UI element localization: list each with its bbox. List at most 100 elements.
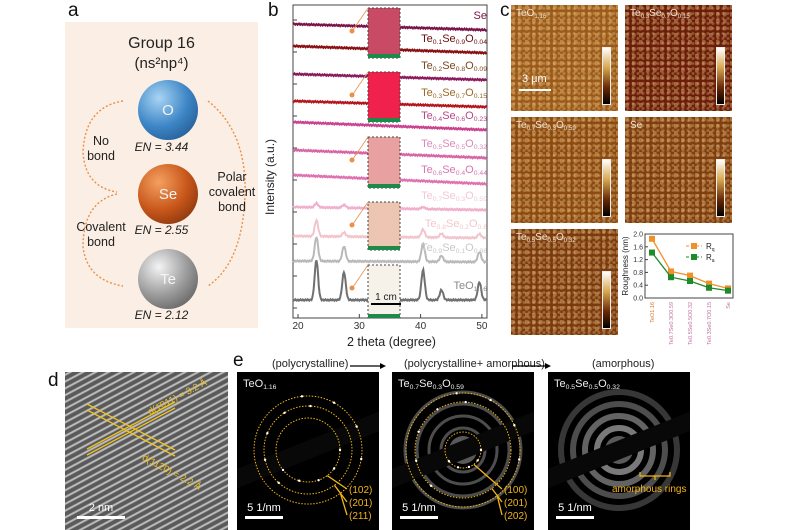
diffraction-spot bbox=[283, 411, 286, 414]
afm-label: Te0.5Se0.5O0.32 bbox=[516, 232, 576, 244]
oxygen-en: EN = 3.44 bbox=[134, 140, 189, 154]
panel-label-d: d bbox=[48, 370, 59, 391]
selenium-symbol: Se bbox=[158, 185, 178, 203]
sample-photo-inset bbox=[367, 7, 401, 59]
ring-index-label: (211) bbox=[349, 511, 372, 522]
legend-marker bbox=[691, 243, 697, 249]
diffraction-spot bbox=[455, 392, 458, 395]
diffraction-spot bbox=[436, 408, 439, 411]
y-tick-label: 0.4 bbox=[633, 283, 643, 290]
sample-photo-inset bbox=[367, 71, 401, 123]
inset-substrate-strip bbox=[368, 246, 400, 250]
group-title: Group 16 bbox=[128, 35, 195, 52]
hrtem-scale-label: 2 nm bbox=[88, 502, 114, 514]
saed-pattern: amorphous rings Te0.5Se0.5O0.32 5 1/nm bbox=[548, 372, 690, 530]
electron-config: (ns²np⁴) bbox=[134, 55, 189, 72]
y-tick-label: 1.6 bbox=[633, 244, 643, 251]
beam-stopper bbox=[392, 400, 534, 493]
saed-scale-label: 5 1/nm bbox=[247, 502, 281, 514]
inset-substrate-strip bbox=[368, 184, 400, 188]
diffraction-spot bbox=[332, 467, 336, 470]
xrd-series-label: Te0.3Se0.7O0.15 bbox=[421, 87, 487, 101]
hrtem-image: d(1̄011) = 3.2 Å d(112̄0) = 2.2 Å 2 nm bbox=[65, 372, 228, 530]
lattice-lines bbox=[86, 401, 176, 457]
xrd-series-label: Te0.1Se0.9O0.04 bbox=[421, 33, 487, 47]
color-scale-bar bbox=[602, 47, 611, 105]
roughness-point bbox=[649, 249, 655, 256]
color-scale-bar bbox=[602, 159, 611, 217]
oxygen-sphere: O bbox=[138, 80, 198, 140]
oxygen-symbol: O bbox=[162, 101, 174, 119]
selenium-en: EN = 2.55 bbox=[134, 223, 189, 237]
afm-image-teo: TeO1.16 3 μm bbox=[511, 5, 618, 111]
x-tick-label: 50 bbox=[476, 321, 488, 332]
ring-pointer-arrow bbox=[491, 488, 503, 503]
sample-photo-inset bbox=[367, 264, 401, 319]
xrd-series-label: Te0.8Se0.2O0.8 bbox=[424, 218, 487, 232]
x-tick-label: 30 bbox=[354, 321, 366, 332]
ring-index-label: (102) bbox=[349, 485, 372, 496]
polar-covalent-bond-arrow bbox=[207, 100, 246, 287]
afm-label: Te0.7Se0.3O0.59 bbox=[516, 120, 576, 132]
saed-scale-label: 5 1/nm bbox=[558, 502, 592, 514]
diffuse-ring bbox=[570, 401, 668, 499]
diffraction-spot bbox=[489, 398, 492, 402]
sample-photo-inset bbox=[367, 201, 401, 251]
sample-marker bbox=[349, 222, 355, 228]
xrd-series-label: Se bbox=[473, 10, 487, 22]
legend-label: Rq bbox=[706, 242, 715, 253]
legend-label: Ra bbox=[706, 253, 715, 264]
saed-pattern: (102) (201) (211) TeO1.16 5 1/nm bbox=[237, 372, 379, 530]
legend-marker bbox=[691, 254, 697, 260]
xrd-plot: 20 30 40 50 bbox=[292, 4, 488, 332]
diffraction-spot bbox=[309, 404, 312, 408]
polar-covalent-bond-label: Polar covalent bond bbox=[208, 170, 256, 214]
y-tick-label: 2.0 bbox=[633, 232, 643, 239]
indexed-ring bbox=[263, 405, 353, 495]
inset-substrate-strip bbox=[368, 118, 400, 122]
xrd-series-line bbox=[292, 235, 488, 265]
x-category-label: TeO1.16 bbox=[650, 302, 656, 323]
roughness-point bbox=[668, 274, 674, 281]
ring-pointer-arrow bbox=[326, 475, 348, 490]
roughness-point bbox=[706, 284, 712, 291]
roughness-frame bbox=[644, 233, 734, 299]
panel-label-e: e bbox=[233, 350, 244, 371]
saed-sample-label: Te0.5Se0.5O0.32 bbox=[554, 378, 620, 392]
saed-sample-label: Te0.7Se0.3O0.59 bbox=[398, 378, 464, 392]
afm-label: Se bbox=[630, 120, 643, 131]
diffraction-spot bbox=[266, 431, 269, 435]
diffraction-spot bbox=[464, 400, 467, 404]
xrd-series-label: Te0.6Se0.4O0.44 bbox=[421, 164, 487, 178]
diffraction-spot bbox=[338, 448, 342, 452]
y-tick-label: 0.0 bbox=[633, 296, 643, 303]
afm-scale-bar-line bbox=[519, 89, 551, 91]
roughness-point bbox=[725, 287, 731, 294]
x-category-label: Te0.7Se0.3O0.59 bbox=[669, 302, 675, 345]
x-tick-label: 20 bbox=[292, 321, 304, 332]
ring-index-label: (100) bbox=[504, 485, 527, 496]
diffuse-ring bbox=[415, 402, 511, 498]
diffraction-spot bbox=[277, 481, 280, 485]
afm-scale-bar-label: 3 μm bbox=[522, 73, 547, 85]
ring-pointer-arrow bbox=[496, 495, 503, 516]
roughness-point bbox=[687, 272, 693, 279]
selenium-sphere: Se bbox=[138, 164, 198, 224]
beam-stopper bbox=[237, 400, 379, 493]
indexed-ring bbox=[405, 392, 521, 508]
sample-marker bbox=[349, 157, 355, 163]
saed-title-2: (polycrystalline+ amorphous) bbox=[404, 358, 545, 370]
x-tick-label: 40 bbox=[415, 321, 427, 332]
afm-label: TeO1.16 bbox=[516, 8, 547, 20]
y-axis-label: Intensity (a.u.) bbox=[263, 138, 277, 215]
roughness-point bbox=[687, 278, 693, 285]
diffraction-spot bbox=[479, 448, 483, 452]
afm-label: Te0.3Se0.7O0.15 bbox=[630, 8, 690, 20]
saed-scale-label: 5 1/nm bbox=[402, 502, 436, 514]
color-scale-bar bbox=[716, 159, 725, 217]
saed-scale-bar: 5 1/nm bbox=[556, 502, 594, 519]
diffraction-spot bbox=[263, 458, 267, 462]
tellurium-sphere: Te bbox=[138, 249, 198, 309]
xrd-series-label: Te0.9Se0.1O0.98 bbox=[421, 242, 487, 256]
inset-pointer bbox=[352, 71, 369, 95]
